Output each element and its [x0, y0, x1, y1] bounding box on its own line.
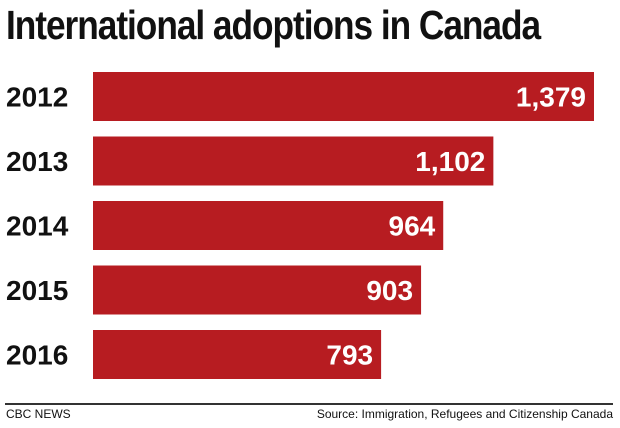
category-label: 2015	[6, 275, 68, 306]
data-label: 903	[366, 275, 413, 306]
bar	[93, 72, 594, 121]
bar	[93, 265, 422, 315]
footer-divider	[5, 403, 613, 405]
category-label: 2013	[6, 146, 68, 177]
chart-title: International adoptions in Canada	[6, 2, 541, 48]
category-label: 2012	[6, 82, 68, 113]
data-label: 1,102	[415, 146, 485, 177]
category-label: 2014	[6, 211, 69, 242]
bar-chart: 2012 1,379 2013 1,102 2014 964 2015 903 2016 793	[6, 72, 594, 379]
data-label: 793	[326, 340, 373, 371]
data-label: 1,379	[516, 82, 586, 113]
bar	[93, 201, 444, 250]
bar	[93, 330, 382, 379]
data-label: 964	[389, 211, 436, 242]
category-label: 2016	[6, 340, 68, 371]
bar	[93, 136, 494, 186]
brand-label: CBC NEWS	[6, 407, 71, 421]
source-label: Source: Immigration, Refugees and Citize…	[316, 407, 613, 421]
